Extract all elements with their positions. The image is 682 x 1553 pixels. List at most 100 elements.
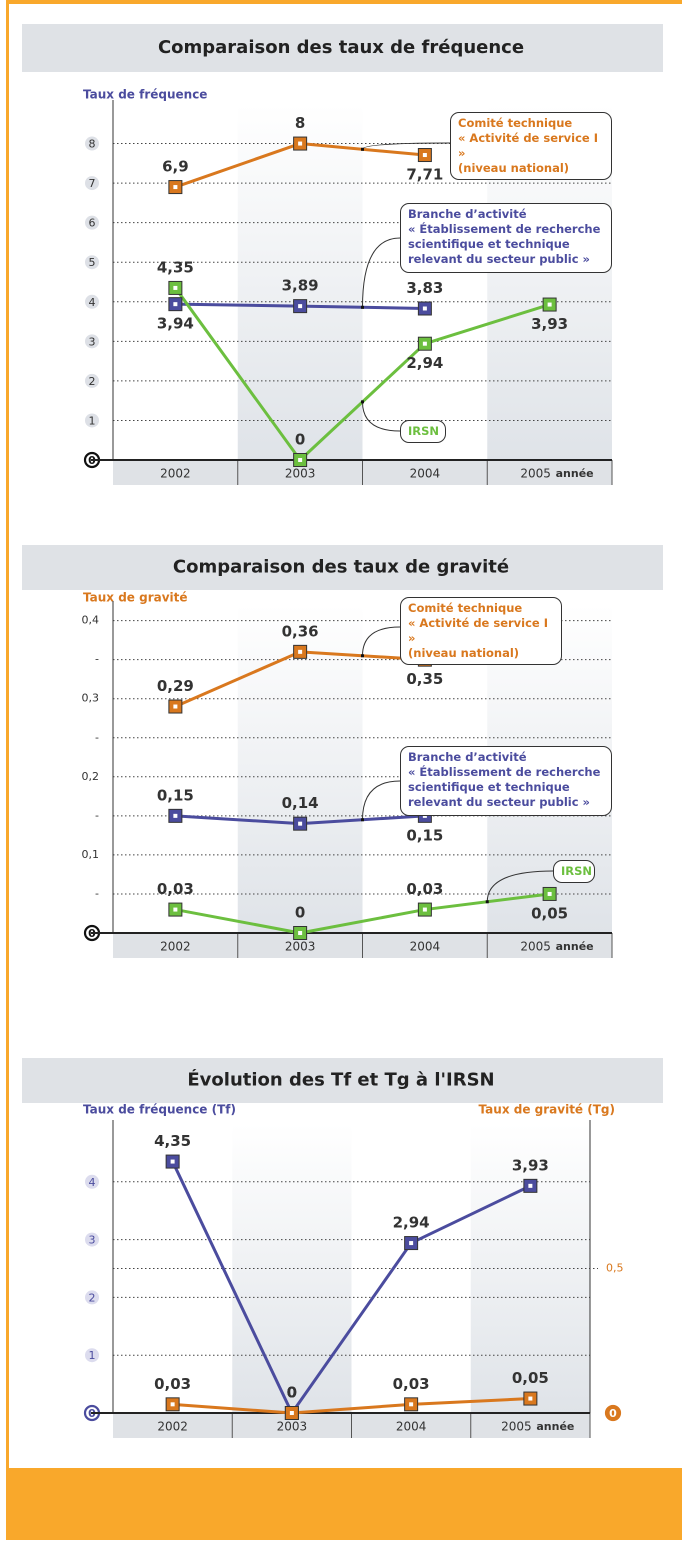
y-tick-label: 0,2 (82, 770, 100, 783)
x-tick-label: 2003 (285, 940, 316, 954)
frame-left (6, 0, 9, 1470)
data-point-center (547, 891, 552, 896)
data-label: 3,83 (406, 279, 443, 297)
x-tick-label: 2002 (160, 467, 191, 481)
data-point-center (298, 141, 303, 146)
y-tick-badge (85, 373, 99, 388)
legend-entry: Branche d’activité « Établissement de re… (400, 746, 612, 816)
y-tick-label: 4 (89, 296, 96, 309)
callout-anchor (361, 818, 364, 822)
data-label: 3,93 (512, 1156, 549, 1174)
y-tick-label: 3 (89, 1234, 96, 1247)
y-tick-label: - (95, 731, 99, 744)
y-tick-badge (85, 1174, 99, 1189)
x-tick-label: 2002 (157, 1420, 188, 1434)
data-point-center (422, 907, 427, 912)
data-label: 0,05 (531, 904, 568, 922)
callout-anchor (485, 900, 489, 904)
x-tick-label: 2005 (520, 467, 551, 481)
data-point-center (409, 1402, 414, 1407)
column-shade (232, 1124, 352, 1413)
data-label: 0,03 (406, 880, 443, 898)
callout-connector (362, 142, 451, 150)
x-tick-label: 2005 (520, 940, 551, 954)
y-tick-label: 6 (89, 217, 96, 230)
data-label: 7,71 (406, 166, 443, 184)
data-point-center (173, 813, 178, 818)
title-band (22, 1058, 663, 1103)
legend-entry: Branche d’activité « Établissement de re… (400, 203, 612, 273)
x-tick-label: 2005 (501, 1420, 532, 1434)
y-tick-badge (85, 136, 99, 151)
x-axis-label: année (536, 1420, 574, 1433)
data-label: 0,35 (406, 670, 443, 688)
chart-title: Comparaison des taux de fréquence (158, 37, 524, 58)
x-axis-label: année (556, 467, 594, 480)
x-tick-label: 2002 (160, 940, 191, 954)
y-tick-label: - (95, 653, 99, 666)
frame-bottom (6, 1468, 682, 1540)
data-label: 0 (287, 1384, 297, 1402)
data-label: 3,94 (157, 315, 194, 333)
data-point-center (298, 458, 303, 462)
chart-title: Évolution des Tf et Tg à l'IRSN (187, 1069, 494, 1091)
y-tick-label: 0,3 (82, 692, 100, 705)
data-label: 0,03 (157, 880, 194, 898)
legend-entry: Comité technique « Activité de service I… (400, 597, 562, 665)
data-label: 2,94 (406, 354, 443, 372)
y-tick-label: - (95, 809, 99, 822)
data-point-center (409, 1241, 414, 1246)
y-tick-label: 1 (89, 1349, 96, 1362)
callout-connector (362, 237, 401, 308)
data-point-center (170, 1159, 175, 1164)
callout-connector (486, 870, 554, 902)
y2-axis-label: Taux de gravité (Tg) (479, 1103, 615, 1117)
x-tick-label: 2004 (396, 1420, 427, 1434)
x-tick-label: 2003 (285, 467, 316, 481)
y-axis-label: Taux de fréquence (83, 88, 207, 102)
data-label: 0,36 (282, 622, 319, 640)
series-line (172, 1397, 531, 1415)
y-axis-label: Taux de fréquence (Tf) (83, 1103, 236, 1117)
y-tick-label: 2 (89, 1291, 96, 1304)
data-label: 0,03 (154, 1375, 191, 1393)
callout-connector (362, 780, 401, 820)
data-label: 0,15 (157, 786, 194, 804)
y-tick-badge (85, 176, 99, 191)
data-label: 4,35 (157, 258, 194, 276)
title-band (22, 545, 663, 590)
data-point-center (422, 341, 427, 346)
data-point-center (173, 704, 178, 709)
callout-connector (362, 401, 401, 432)
y-tick-badge (85, 294, 99, 309)
x-tick-label: 2003 (277, 1420, 308, 1434)
data-point-center (173, 302, 178, 307)
y-tick-badge (85, 1232, 99, 1247)
data-point-center (173, 285, 178, 290)
data-point-center (547, 302, 552, 307)
series-line (171, 1160, 532, 1415)
x-tick-label: 2004 (410, 940, 441, 954)
data-point-center (528, 1183, 533, 1188)
y-tick-label: 4 (89, 1176, 96, 1189)
y-tick-badge (85, 255, 99, 270)
title-band (22, 24, 663, 72)
y-tick-badge (85, 215, 99, 230)
y-tick-label: 7 (89, 177, 96, 190)
legend-entry: IRSN (553, 860, 595, 883)
data-point-center (170, 1402, 175, 1407)
zero-tick (604, 1404, 622, 1422)
data-label: 0,03 (393, 1375, 430, 1393)
callout-anchor (361, 654, 364, 658)
data-label: 3,89 (282, 277, 319, 295)
y-tick-label: 1 (89, 414, 96, 427)
y-tick-badge (85, 1348, 99, 1363)
data-point-center (298, 931, 303, 935)
y-tick-label: - (95, 887, 99, 900)
x-axis-label: année (556, 940, 594, 953)
data-label: 4,35 (154, 1132, 191, 1150)
y-axis-label: Taux de gravité (83, 591, 188, 605)
callout-anchor (361, 400, 364, 404)
data-point-center (173, 907, 178, 912)
